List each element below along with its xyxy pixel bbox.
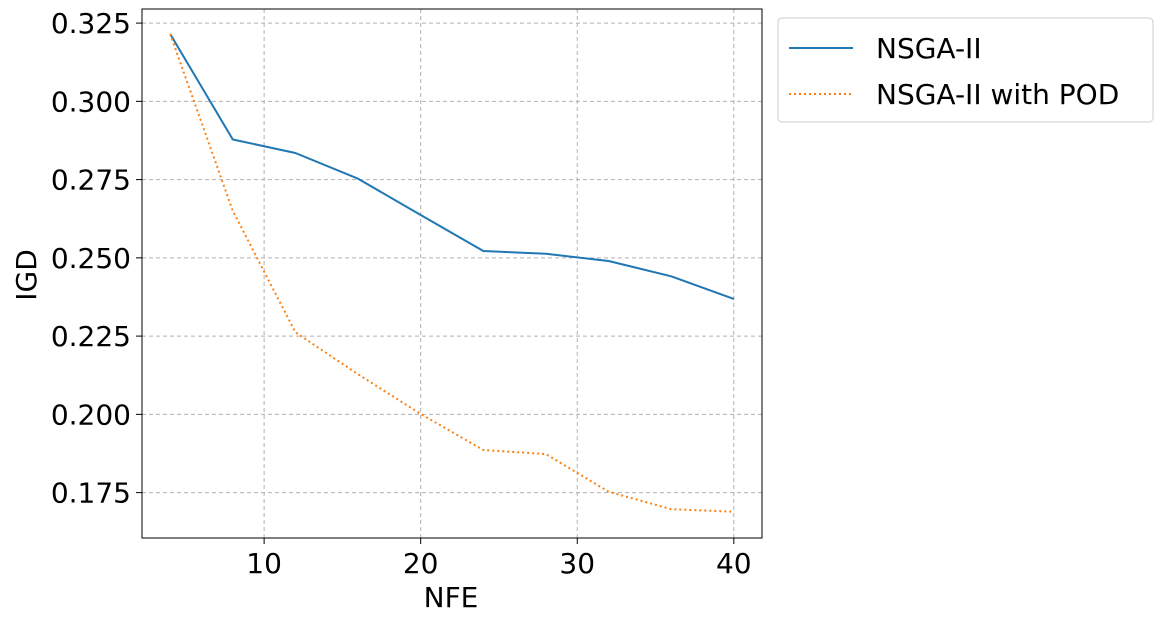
legend-box <box>777 17 1154 123</box>
y-axis-label: IGD <box>10 249 43 301</box>
x-tick-label: 30 <box>559 547 595 580</box>
y-tick-label: 0.200 <box>51 398 131 431</box>
axis-ticks: 10 20 30 40 0.175 0.200 0.225 0.250 0.275 0.300 0.… <box>51 7 752 580</box>
y-tick-label: 0.225 <box>51 320 131 353</box>
legend: NSGA-II NSGA-II with POD <box>777 17 1154 123</box>
x-tick-label: 20 <box>403 547 439 580</box>
legend-label-nsga-ii: NSGA-II <box>876 32 982 65</box>
y-tick-label: 0.300 <box>51 85 131 118</box>
plot-area-frame <box>141 8 763 539</box>
legend-label-nsga-ii-with-pod: NSGA-II with POD <box>876 78 1119 111</box>
y-tick-label: 0.325 <box>51 7 131 40</box>
series-lines <box>169 33 735 513</box>
series-line-nsga-ii <box>169 33 735 300</box>
y-tick-label: 0.275 <box>51 164 131 197</box>
y-tick-label: 0.250 <box>51 242 131 275</box>
y-tick-label: 0.175 <box>51 477 131 510</box>
x-tick-label: 40 <box>716 547 752 580</box>
x-axis-label: NFE <box>424 581 479 614</box>
series-line-nsga-ii-with-pod <box>169 33 734 513</box>
x-tick-label: 10 <box>246 547 282 580</box>
grid-lines <box>142 9 762 538</box>
